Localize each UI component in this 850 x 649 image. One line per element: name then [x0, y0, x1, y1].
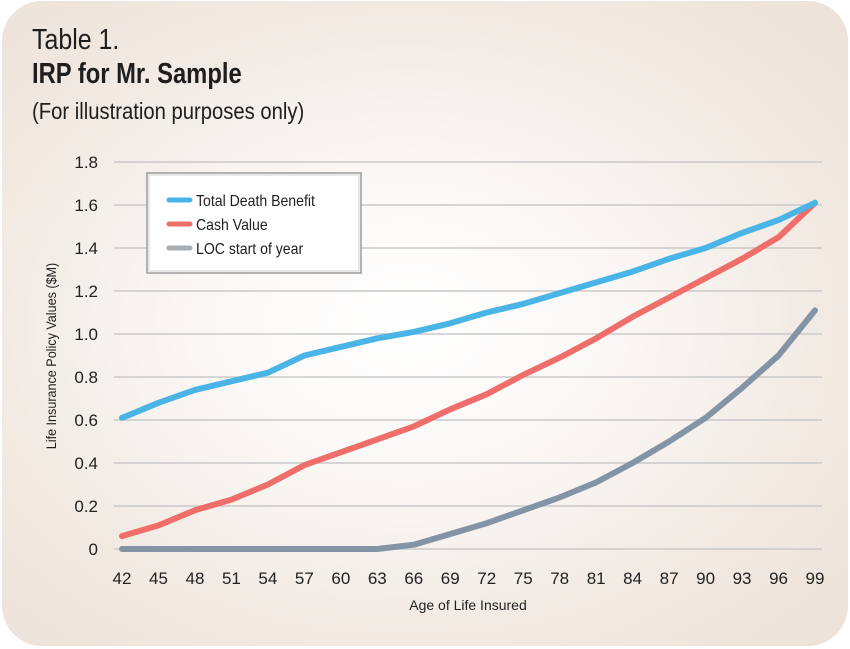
x-axis-ticks: 42 45 48 51 54 57 60 63 66 69 72 75 78 81 84 87 90 93 96 99 — [113, 569, 825, 588]
legend-label: LOC start of year — [196, 240, 303, 258]
chart-title: IRP for Mr. Sample — [32, 58, 242, 90]
y-axis-ticks: 0 0.2 0.4 0.6 0.8 1.0 1.2 1.4 1.6 1.8 — [74, 153, 98, 559]
legend-label: Cash Value — [196, 216, 268, 234]
table-number: Table 1. — [32, 24, 120, 56]
y-tick-label: 1.2 — [74, 282, 98, 301]
y-tick-label: 1.8 — [74, 153, 98, 172]
legend: Total Death Benefit Cash Value LOC start o… — [146, 172, 362, 274]
x-tick-label: 57 — [295, 569, 314, 588]
x-tick-label: 96 — [769, 569, 788, 588]
x-tick-label: 84 — [623, 569, 642, 588]
x-tick-label: 75 — [514, 569, 533, 588]
y-tick-label: 0.4 — [74, 454, 98, 473]
series-lines — [119, 199, 818, 552]
y-tick-label: 0.6 — [74, 411, 98, 430]
y-tick-label: 0.8 — [74, 368, 98, 387]
x-tick-label: 78 — [550, 569, 569, 588]
y-axis-label: Life Insurance Policy Values ($M) — [43, 263, 59, 449]
chart-note: (For illustration purposes only) — [32, 98, 305, 124]
x-tick-label: 81 — [587, 569, 606, 588]
legend-inner-border — [148, 174, 360, 272]
x-axis-label: Age of Life Insured — [409, 597, 527, 613]
series-line-1 — [119, 199, 818, 540]
x-tick-label: 51 — [222, 569, 241, 588]
y-tick-label: 1.0 — [74, 325, 98, 344]
x-tick-label: 48 — [185, 569, 204, 588]
x-tick-label: 42 — [113, 569, 132, 588]
x-tick-label: 69 — [441, 569, 460, 588]
x-tick-label: 72 — [477, 569, 496, 588]
x-tick-label: 63 — [368, 569, 387, 588]
x-tick-label: 99 — [806, 569, 825, 588]
y-tick-label: 0.2 — [74, 497, 98, 516]
x-tick-label: 54 — [258, 569, 277, 588]
x-tick-label: 90 — [696, 569, 715, 588]
x-tick-label: 60 — [331, 569, 350, 588]
x-tick-label: 45 — [149, 569, 168, 588]
legend-label: Total Death Benefit — [196, 192, 316, 210]
x-tick-label: 93 — [733, 569, 752, 588]
x-tick-label: 66 — [404, 569, 423, 588]
y-tick-label: 0 — [89, 540, 98, 559]
y-tick-label: 1.4 — [74, 239, 98, 258]
series-line-0 — [119, 199, 818, 421]
x-tick-label: 87 — [660, 569, 679, 588]
y-tick-label: 1.6 — [74, 196, 98, 215]
series-line-2 — [119, 307, 818, 552]
